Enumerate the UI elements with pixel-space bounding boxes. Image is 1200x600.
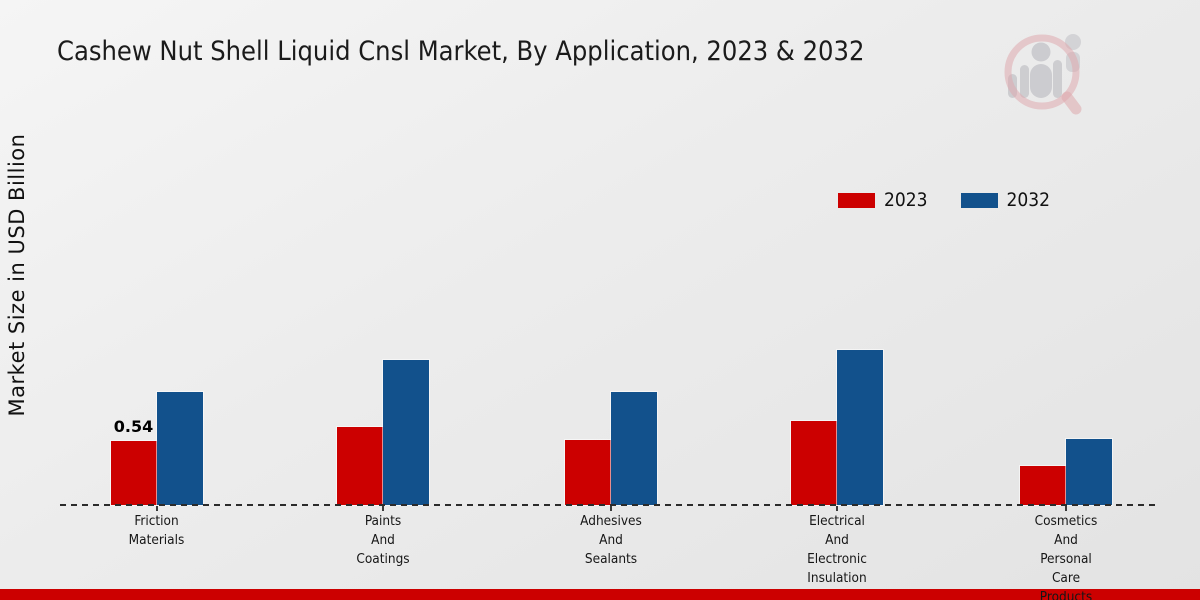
legend-label-2023: 2023: [884, 189, 928, 211]
legend-label-2032: 2032: [1006, 189, 1051, 211]
bar-2023-adhesives-and-sealants: [564, 439, 612, 506]
legend-swatch-2023: [838, 192, 875, 208]
zero-baseline: [60, 504, 1158, 506]
legend-item-2023: 2023: [838, 189, 928, 211]
bar-2032-adhesives-and-sealants: [610, 391, 658, 506]
legend-swatch-2032: [960, 192, 998, 208]
x-axis-label-adhesives-and-sealants: Adhesives And Sealants: [580, 513, 642, 567]
footer-stripe: [0, 589, 1200, 600]
x-axis-label-friction-materials: Friction Materials: [128, 513, 185, 548]
chart-title: Cashew Nut Shell Liquid Cnsl Market, By …: [57, 36, 865, 67]
x-axis-label-paints-and-coatings: Paints And Coatings: [356, 513, 410, 567]
x-axis-tick: [1065, 506, 1067, 511]
y-axis-label: Market Size in USD Billion: [5, 133, 29, 417]
bar-2023-cosmetics-and-personal-care-products: [1019, 465, 1067, 506]
x-axis-tick: [836, 506, 838, 511]
bar-2032-electrical-and-electronic-insulation: [836, 349, 884, 506]
legend-item-2032: 2032: [960, 189, 1051, 211]
chart-legend: 2023 2032: [838, 189, 1050, 211]
x-axis-label-electrical-and-electronic-insulation: Electrical And Electronic Insulation: [807, 513, 867, 586]
x-axis-tick: [155, 506, 158, 511]
bar-2032-paints-and-coatings: [382, 359, 430, 506]
bar-2032-friction-materials: [155, 391, 204, 506]
bar-2023-paints-and-coatings: [336, 426, 384, 506]
magnifier-bar-chart-logo-icon: [1004, 34, 1082, 115]
bar-2023-friction-materials: [109, 440, 158, 506]
bar-value-label: 0.54: [113, 417, 154, 436]
x-axis-tick: [610, 506, 612, 511]
x-axis-label-cosmetics-and-personal-care-products: Cosmetics And Personal Care Products: [1034, 513, 1098, 600]
bar-2023-electrical-and-electronic-insulation: [790, 420, 838, 506]
x-axis-tick: [382, 506, 384, 511]
bar-2032-cosmetics-and-personal-care-products: [1065, 438, 1113, 506]
